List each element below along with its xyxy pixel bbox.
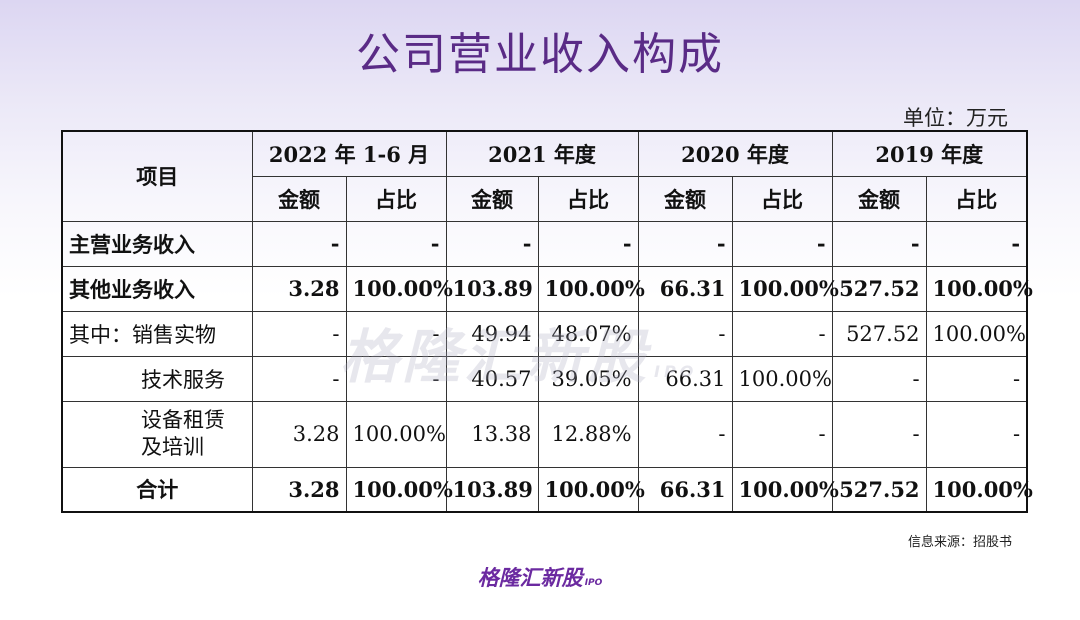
table-cell: 100.00% — [345, 400, 447, 468]
row-label: 合计 — [61, 466, 253, 513]
table-cell: 103.89 — [445, 265, 539, 312]
table-cell: 100.00% — [925, 310, 1028, 357]
row-label: 技术服务 — [61, 355, 253, 402]
table-cell: 3.28 — [251, 265, 347, 312]
table-cell: - — [925, 220, 1028, 267]
row-label-line: 设备租赁 — [141, 407, 225, 432]
share-header: 占比 — [925, 175, 1028, 222]
table-cell: - — [537, 220, 639, 267]
row-label: 其他业务收入 — [61, 265, 253, 312]
share-header: 占比 — [345, 175, 447, 222]
table-cell: - — [345, 220, 447, 267]
table-cell: 100.00% — [537, 466, 645, 513]
table-cell: - — [637, 400, 733, 468]
table-cell: - — [251, 355, 347, 402]
table-cell: 49.94 — [445, 310, 539, 357]
row-label: 主营业务收入 — [61, 220, 253, 267]
table-cell: 13.38 — [445, 400, 539, 468]
table-cell: 527.52 — [831, 310, 927, 357]
table-cell: 100.00% — [731, 466, 839, 513]
row-label-line: 及培训 — [141, 435, 204, 459]
share-header: 占比 — [537, 175, 639, 222]
page-title: 公司营业收入构成 — [356, 29, 724, 80]
period-header: 2021 年度 — [445, 130, 639, 177]
table-cell: 66.31 — [637, 265, 733, 312]
table-row: 其中：销售实物 - - 49.94 48.07% - - 527.52 100.… — [61, 310, 1028, 357]
table-cell: - — [637, 220, 733, 267]
item-header: 项目 — [61, 130, 253, 222]
table-cell: 100.00% — [925, 466, 1033, 513]
table-cell: 100.00% — [731, 265, 839, 312]
table-cell: - — [251, 310, 347, 357]
table-cell: - — [637, 310, 733, 357]
table-row: 设备租赁 及培训 3.28 100.00% 13.38 12.88% - - -… — [61, 400, 1028, 468]
table-cell: - — [925, 355, 1028, 402]
table-cell: 100.00% — [731, 355, 833, 402]
table-cell: 39.05% — [537, 355, 639, 402]
table-cell: 3.28 — [251, 400, 347, 468]
period-header: 2019 年度 — [831, 130, 1028, 177]
table-row: 其他业务收入 3.28 100.00% 103.89 100.00% 66.31… — [61, 265, 1033, 312]
logo-text: 格隆汇新股 — [477, 566, 583, 590]
table-cell: 66.31 — [637, 466, 733, 513]
table-cell: 12.88% — [537, 400, 639, 468]
table-cell: - — [831, 220, 927, 267]
amount-header: 金额 — [637, 175, 733, 222]
row-label: 设备租赁 及培训 — [61, 400, 253, 468]
table-cell: 100.00% — [537, 265, 645, 312]
amount-header: 金额 — [251, 175, 347, 222]
amount-header: 金额 — [831, 175, 927, 222]
table-cell: 40.57 — [445, 355, 539, 402]
revenue-table: 项目 2022 年 1-6 月 2021 年度 2020 年度 2019 年度 … — [61, 130, 1033, 513]
amount-header: 金额 — [445, 175, 539, 222]
table-cell: 103.89 — [445, 466, 539, 513]
unit-label: 单位：万元 — [903, 106, 1008, 130]
source-note: 信息来源：招股书 — [907, 535, 1012, 550]
period-header: 2020 年度 — [637, 130, 833, 177]
table-cell: - — [731, 310, 833, 357]
table-cell: - — [345, 355, 447, 402]
table-cell: 48.07% — [537, 310, 639, 357]
period-header: 2022 年 1-6 月 — [251, 130, 447, 177]
table-cell: - — [445, 220, 539, 267]
table-cell: 100.00% — [345, 466, 453, 513]
share-header: 占比 — [731, 175, 833, 222]
brand-logo: 格隆汇新股 IPO — [0, 562, 1080, 592]
table-cell: - — [831, 355, 927, 402]
table-cell: - — [251, 220, 347, 267]
table-cell: - — [925, 400, 1028, 468]
table-cell: 100.00% — [925, 265, 1033, 312]
table-row: 合计 3.28 100.00% 103.89 100.00% 66.31 100… — [61, 466, 1033, 513]
table-cell: - — [831, 400, 927, 468]
table-cell: 3.28 — [251, 466, 347, 513]
table-cell: 66.31 — [637, 355, 733, 402]
table-cell: - — [345, 310, 447, 357]
logo-sub: IPO — [584, 578, 603, 588]
row-label: 其中：销售实物 — [61, 310, 253, 357]
table-row: 技术服务 - - 40.57 39.05% 66.31 100.00% - - — [61, 355, 1028, 402]
table-cell: 527.52 — [831, 466, 927, 513]
table-row: 主营业务收入 - - - - - - - - — [61, 220, 1028, 267]
table-cell: 100.00% — [345, 265, 453, 312]
table-cell: - — [731, 220, 833, 267]
table-cell: - — [731, 400, 833, 468]
table-cell: 527.52 — [831, 265, 927, 312]
